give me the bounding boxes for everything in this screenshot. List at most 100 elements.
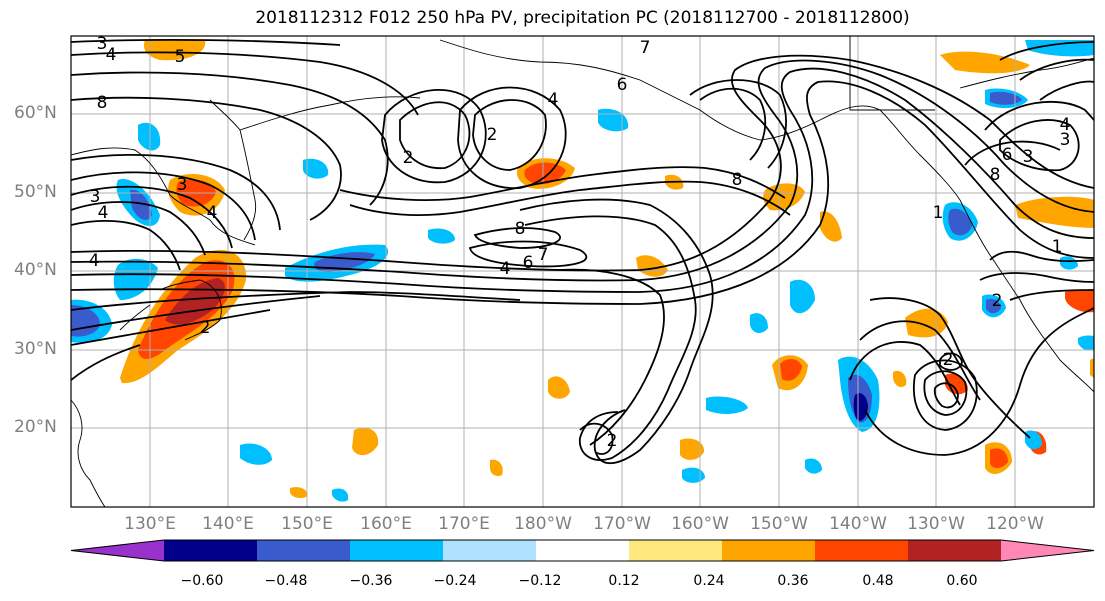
lat-label-30n: 30°N [14, 339, 57, 359]
precip-positive-a [820, 211, 842, 242]
contour-label: 8 [97, 93, 108, 113]
coastlines [71, 36, 1094, 507]
precip-positive-i [680, 438, 705, 460]
lon-label-130e: 130°E [124, 514, 176, 534]
precip-negative-ee [1025, 430, 1042, 450]
precip-negative-kamchatka [138, 122, 161, 151]
lon-label-150w: 150°W [750, 514, 808, 534]
colorbar-segment [908, 540, 1002, 561]
pv-contours [71, 38, 1094, 465]
precip-negative-ff [805, 458, 822, 474]
colorbar-tick: −0.12 [518, 573, 562, 589]
contour-label: 8 [990, 165, 1001, 185]
contour-label: 3 [177, 175, 188, 195]
colorbar-outline [70, 539, 1095, 562]
lon-label-150e: 150°E [281, 514, 333, 534]
colorbar-tick: 0.48 [862, 573, 894, 589]
contour-label: 4 [1060, 115, 1071, 135]
contour-label: 6 [1002, 145, 1013, 165]
chart-title: 2018112312 F012 250 hPa PV, precipitatio… [255, 8, 910, 28]
contour-label: 1 [1052, 237, 1063, 257]
colorbar-segment [257, 540, 351, 561]
contour-label: 3 [97, 34, 108, 54]
lon-label-160w: 160°W [671, 514, 729, 534]
contour-label: 5 [175, 47, 186, 67]
precip-negative-eastpac2 [750, 313, 768, 334]
contour-label: 2 [607, 431, 618, 451]
contour-label: 1 [933, 203, 944, 223]
contour-label: 4 [500, 259, 511, 279]
precip-shading [71, 40, 1094, 502]
precip-positive-m [1065, 289, 1094, 313]
colorbar-segment [443, 540, 537, 561]
colorbar [70, 539, 1095, 562]
precip-positive-top [143, 40, 206, 61]
contour-labels: 3 4 5 8 3 4 4 3 4 2 2 2 4 7 6 8 7 6 4 8 … [89, 34, 1071, 451]
colorbar-tick: −0.60 [180, 573, 224, 589]
contour-label: 3 [1060, 130, 1071, 150]
lat-label-50n: 50°N [14, 182, 57, 202]
contour-label: 8 [732, 170, 743, 190]
precip-negative-small3 [598, 108, 629, 132]
colorbar-tick: 0.24 [693, 573, 725, 589]
precip-negative-eastpac [790, 279, 815, 314]
precip-negative-hh [1078, 335, 1094, 351]
contour-label: 2 [200, 318, 211, 338]
precip-negative-w [706, 396, 748, 414]
precip-positive-j [490, 459, 503, 477]
colorbar-extend-min [71, 540, 164, 561]
lon-label-120w: 120°W [986, 514, 1044, 534]
precip-positive-r [1090, 358, 1094, 378]
precip-negative-x [240, 443, 272, 465]
precip-positive-c [905, 308, 948, 338]
precip-negative-sakhalin [130, 189, 152, 220]
precip-positive-h-core [990, 448, 1008, 469]
contour-label: 6 [617, 75, 628, 95]
colorbar-segment [629, 540, 723, 561]
colorbar-segment [722, 540, 816, 561]
precip-positive-e [548, 376, 570, 399]
lon-label-180w: 180°W [514, 514, 572, 534]
lat-label-20n: 20°N [14, 417, 57, 437]
precip-negative-cc [1025, 40, 1094, 57]
colorbar-tick: 0.60 [946, 573, 978, 589]
lon-label-170w: 170°W [593, 514, 651, 534]
colorbar-tick: 0.12 [608, 573, 640, 589]
colorbar-segment [536, 540, 630, 561]
lon-label-130w: 130°W [907, 514, 965, 534]
lat-label-60n: 60°N [14, 103, 57, 123]
colorbar-segment [815, 540, 909, 561]
precip-positive-f [352, 427, 379, 456]
precip-negative-dd [1060, 256, 1078, 270]
contour-label: 4 [98, 203, 109, 223]
colorbar-segment [164, 540, 258, 561]
contour-label: 2 [403, 148, 414, 168]
map-frame [70, 35, 1095, 508]
contour-label: 4 [548, 90, 559, 110]
precip-negative-y [682, 467, 705, 483]
precip-positive-dateline-core [524, 162, 566, 185]
lon-label-160e: 160°E [360, 514, 412, 534]
colorbar-tick: −0.48 [264, 573, 308, 589]
contour-label: 2 [943, 350, 954, 370]
contour-label: 3 [1023, 147, 1034, 167]
precip-negative-small1 [303, 158, 329, 179]
contour-label: 2 [487, 125, 498, 145]
precip-positive-l [1015, 196, 1094, 228]
precip-negative-yellowsea [113, 258, 158, 300]
precip-negative-z-core [986, 298, 1001, 314]
colorbar-segment [350, 540, 444, 561]
colorbar-tick: 0.36 [777, 573, 809, 589]
precip-positive-n [940, 51, 1030, 74]
precip-negative-small2 [428, 228, 455, 244]
contour-label: 6 [523, 253, 534, 273]
contour-label: 7 [640, 38, 651, 58]
contour-label: 2 [992, 291, 1003, 311]
precip-negative-aa-core [948, 208, 972, 236]
contour-label: 8 [515, 219, 526, 239]
contour-label: 4 [106, 45, 117, 65]
precip-positive-k [290, 487, 307, 499]
lon-label-140e: 140°E [202, 514, 254, 534]
colorbar-extend-max [1001, 540, 1094, 561]
